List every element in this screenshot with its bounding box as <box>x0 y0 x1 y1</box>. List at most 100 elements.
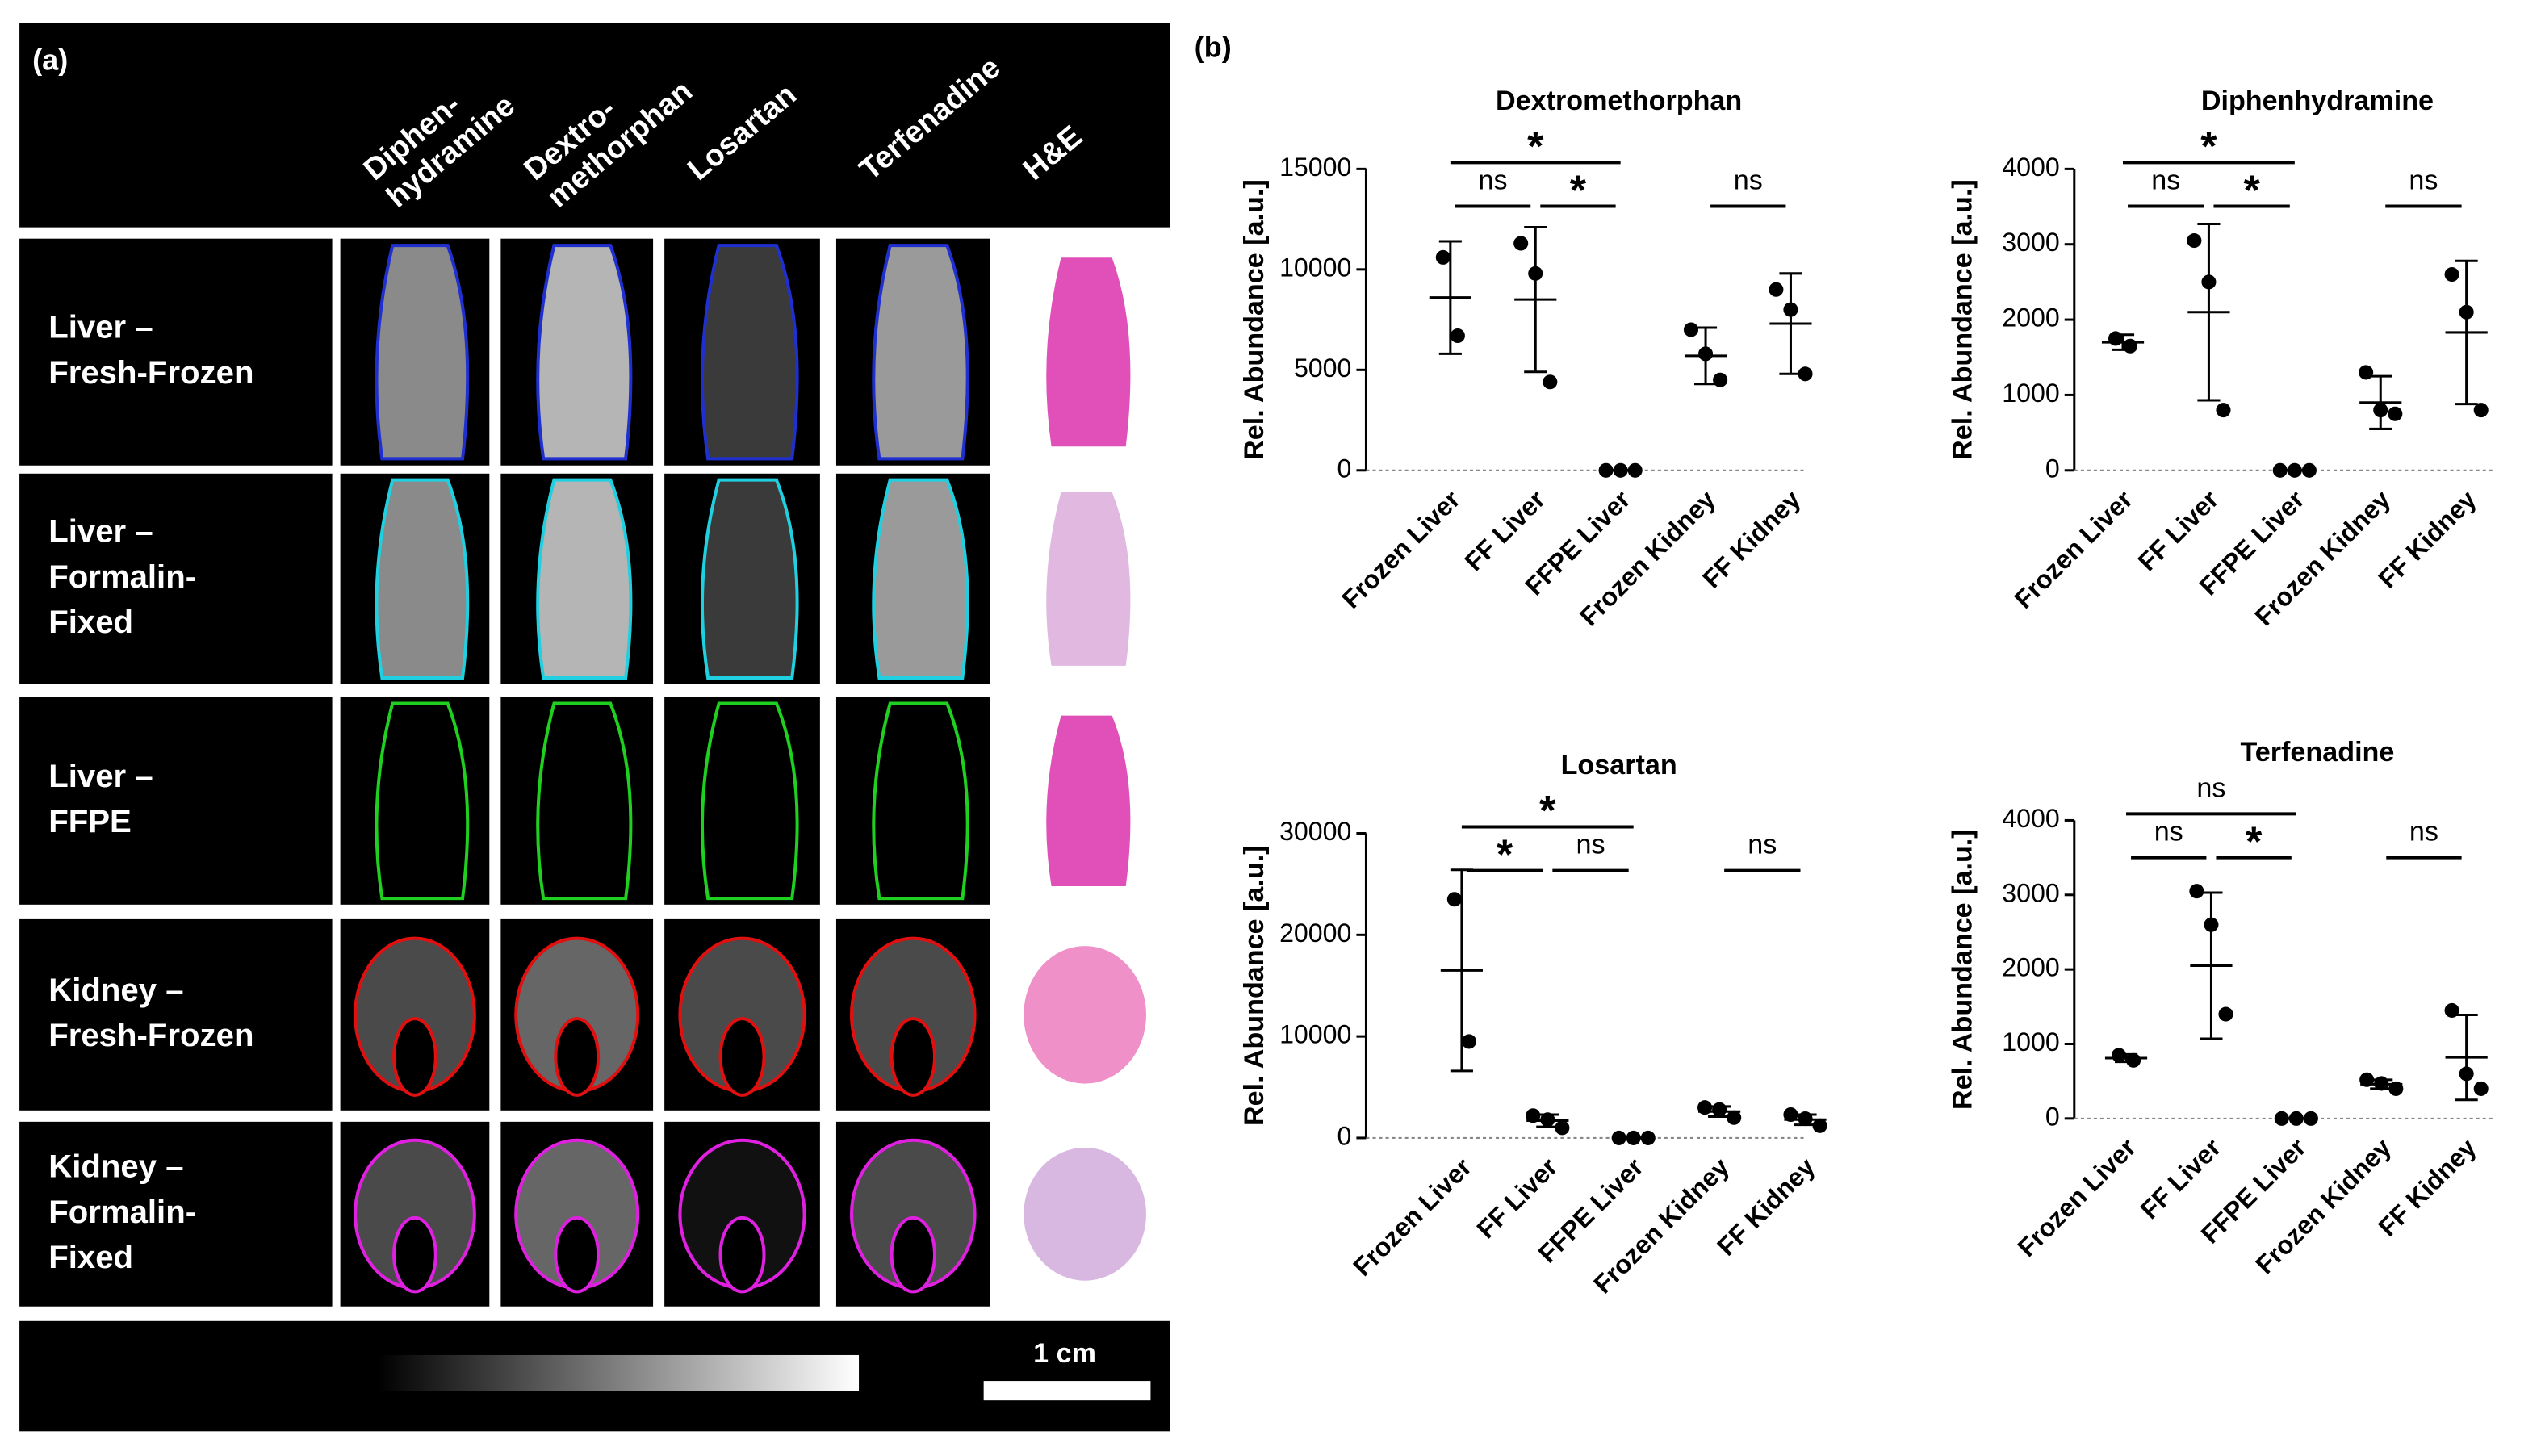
significance-label: ns <box>2151 165 2180 195</box>
tissue <box>536 244 633 461</box>
chart-title: Dextromethorphan <box>1496 86 1742 116</box>
significance-label: ns <box>1479 165 1508 195</box>
significance-label: ns <box>2154 817 2183 847</box>
panel-label: (a) <box>32 43 68 76</box>
data-point <box>2388 1081 2404 1096</box>
significance-label: ns <box>2409 817 2438 847</box>
he-tissue <box>1046 715 1131 887</box>
x-tick-label: Frozen Liver <box>2009 484 2139 614</box>
y-axis-label: Rel. Abundance [a.u.] <box>1947 179 1978 460</box>
data-point <box>1769 282 1784 297</box>
tissue <box>700 244 799 461</box>
y-tick-label: 0 <box>1337 1121 1352 1150</box>
scale-bar <box>983 1381 1151 1401</box>
tissue-notch <box>392 1215 437 1294</box>
y-axis-label: Rel. Abundance [a.u.] <box>1239 179 1270 460</box>
tissue <box>872 244 969 461</box>
scale-bar-label: 1 cm <box>1033 1338 1096 1369</box>
y-tick-label: 0 <box>2045 1102 2060 1131</box>
data-point <box>2189 884 2204 899</box>
row-label: Formalin- <box>48 1194 196 1230</box>
tissue <box>536 478 633 680</box>
row-label-cell <box>19 238 333 466</box>
data-point <box>2272 462 2288 478</box>
data-point <box>1697 1100 1713 1115</box>
tissue-outline <box>872 701 969 901</box>
data-point <box>1543 374 1558 390</box>
x-tick-label: Frozen Liver <box>1347 1152 1477 1282</box>
row-label: Liver – <box>48 309 153 345</box>
data-point <box>1435 249 1451 265</box>
data-point <box>2201 274 2217 290</box>
significance-label: * <box>2246 818 2263 865</box>
y-tick-label: 3000 <box>2002 228 2059 257</box>
data-point <box>2459 1066 2474 1082</box>
row-label: Liver – <box>48 513 153 550</box>
data-point <box>1798 1111 1813 1127</box>
tissue-outline <box>375 701 470 901</box>
y-tick-label: 30000 <box>1279 817 1351 846</box>
y-axis-label: Rel. Abundance [a.u.] <box>1947 829 1978 1110</box>
y-tick-label: 0 <box>2045 454 2060 483</box>
data-point <box>2359 365 2374 380</box>
chart-title: Terfenadine <box>2240 737 2394 768</box>
row-label: Fixed <box>48 1239 133 1275</box>
data-point <box>2123 338 2138 354</box>
data-point <box>2388 406 2403 421</box>
data-point <box>1611 1130 1626 1145</box>
data-point <box>1627 462 1643 478</box>
data-point <box>1450 328 1465 344</box>
tissue-outline <box>700 701 799 901</box>
tissue-notch <box>890 1215 937 1294</box>
y-tick-label: 2000 <box>2002 303 2059 333</box>
row-label: Formalin- <box>48 559 196 595</box>
data-point <box>2303 1111 2318 1126</box>
data-point <box>2287 462 2302 478</box>
data-point <box>1812 1118 1827 1133</box>
data-point <box>1555 1120 1570 1136</box>
tissue-outline <box>536 701 633 901</box>
panel-label: (b) <box>1195 30 1232 63</box>
intensity-gradient <box>377 1354 860 1391</box>
data-point <box>1613 462 1628 478</box>
data-point <box>2218 1006 2233 1022</box>
significance-label: * <box>1539 788 1556 835</box>
he-tissue <box>1024 946 1147 1084</box>
chart-title: Diphenhydramine <box>2201 86 2434 116</box>
significance-label: ns <box>1576 830 1605 860</box>
significance-label: * <box>2243 167 2260 214</box>
tissue-notch <box>554 1017 601 1097</box>
data-point <box>2301 462 2317 478</box>
data-point <box>2187 233 2202 249</box>
data-point <box>2126 1052 2141 1068</box>
data-point <box>1783 1107 1798 1123</box>
data-point <box>1461 1034 1476 1049</box>
x-tick-label: Frozen Liver <box>2012 1132 2142 1262</box>
row-label: Kidney – <box>48 972 183 1008</box>
data-point <box>2111 1048 2127 1063</box>
y-tick-label: 4000 <box>2002 153 2059 182</box>
significance-label: ns <box>1748 830 1777 860</box>
significance-label: ns <box>1734 165 1763 195</box>
data-point <box>2288 1111 2304 1126</box>
y-tick-label: 3000 <box>2002 878 2059 907</box>
tissue <box>375 244 470 461</box>
y-tick-label: 1000 <box>2002 379 2059 408</box>
row-label: FFPE <box>48 803 132 839</box>
header-band <box>19 23 1170 228</box>
he-tissue <box>1024 1147 1147 1281</box>
data-point <box>1713 372 1728 387</box>
significance-label: * <box>1570 167 1587 214</box>
data-point <box>1783 302 1798 317</box>
data-point <box>1446 892 1462 907</box>
he-tissue <box>1046 257 1131 447</box>
tissue-notch <box>392 1017 437 1097</box>
y-tick-label: 4000 <box>2002 804 2059 833</box>
data-point <box>2359 1072 2375 1087</box>
x-tick-label: Frozen Liver <box>1336 484 1466 614</box>
row-label: Fixed <box>48 604 133 640</box>
row-label: Kidney – <box>48 1148 183 1185</box>
y-tick-label: 2000 <box>2002 953 2059 982</box>
